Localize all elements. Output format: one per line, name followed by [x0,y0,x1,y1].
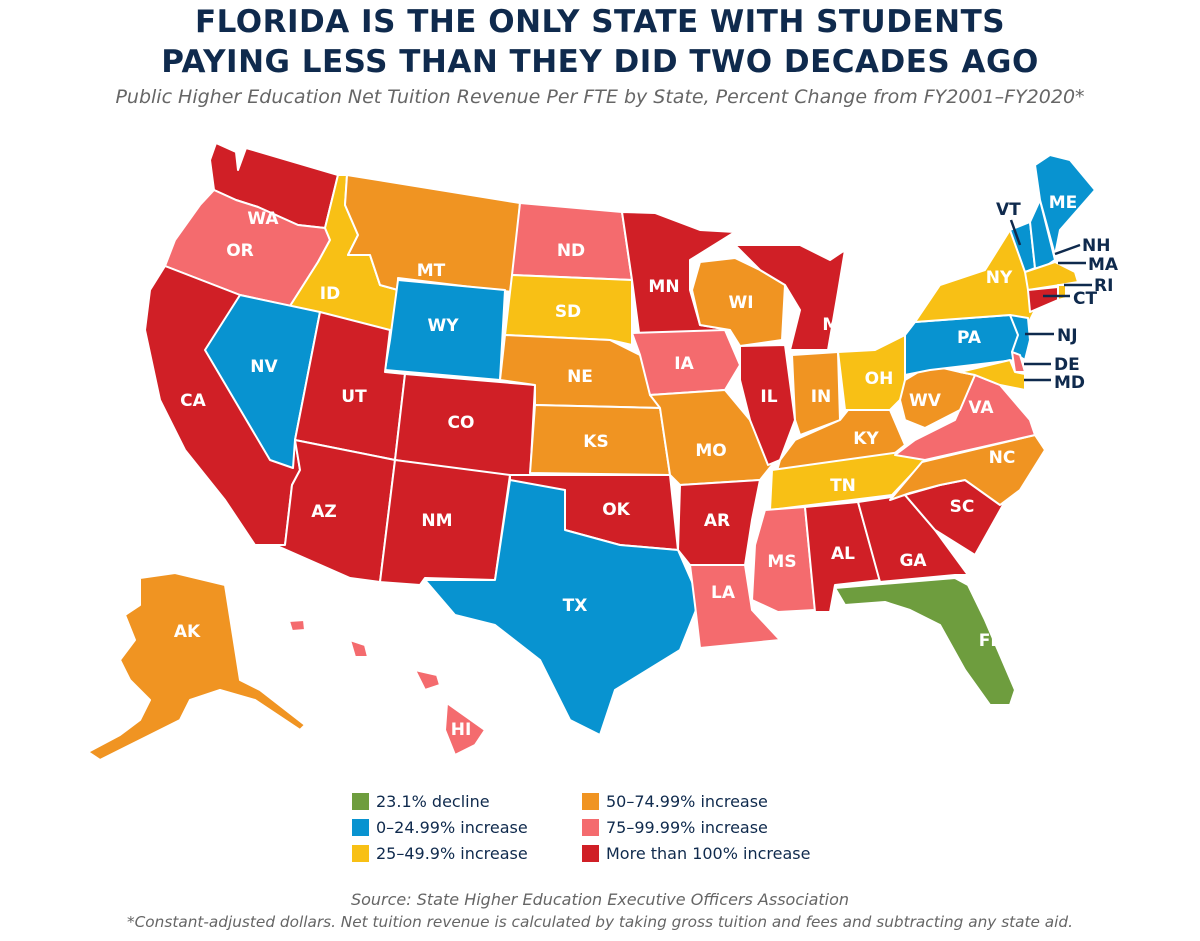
legend-swatch-yellow [352,845,369,862]
label-tx: TX [563,596,588,616]
label-sd: SD [555,302,581,322]
legend-label: 0–24.99% increase [376,818,528,837]
label-nm: NM [421,511,452,531]
label-ny: NY [986,268,1013,288]
label-wi: WI [728,293,753,313]
chart-subtitle: Public Higher Education Net Tuition Reve… [115,86,1085,108]
label-nh: NH [1082,236,1110,256]
state-sd [504,274,633,346]
state-de [1011,351,1026,373]
legend-label: 75–99.99% increase [606,818,768,837]
label-nj: NJ [1057,326,1078,346]
label-tn: TN [830,476,856,496]
label-ri: RI [1094,276,1113,296]
label-ky: KY [853,429,879,449]
label-ca: CA [180,391,206,411]
label-ut: UT [341,387,367,407]
label-al: AL [831,544,855,564]
label-ct: CT [1073,289,1097,309]
label-wy: WY [427,316,459,336]
state-hi-kauai [288,619,306,632]
label-ks: KS [583,432,608,452]
legend-item-0-25: 0–24.99% increase [352,818,528,837]
source-text: Source: State Higher Education Executive… [350,890,850,909]
label-vt: VT [996,200,1021,220]
label-de: DE [1054,355,1080,375]
legend-label: 23.1% decline [376,792,490,811]
legend-swatch-blue [352,819,369,836]
state-mn [621,211,736,341]
label-az: AZ [311,502,336,522]
chart-title: FLORIDA IS THE ONLY STATE WITH STUDENTS … [0,2,1200,82]
label-hi: HI [451,720,472,740]
state-ak [87,572,306,761]
label-id: ID [320,284,340,304]
label-co: CO [448,413,475,433]
label-nd: ND [557,241,585,261]
label-sc: SC [950,497,975,517]
title-line-2: PAYING LESS THAN THEY DID TWO DECADES AG… [161,44,1039,80]
state-nj [1009,314,1031,361]
label-pa: PA [957,328,982,348]
legend-label: More than 100% increase [606,844,811,863]
state-ri [1057,284,1067,301]
legend-label: 50–74.99% increase [606,792,768,811]
label-ga: GA [899,551,927,571]
title-line-1: FLORIDA IS THE ONLY STATE WITH STUDENTS [194,4,1006,40]
legend-swatch-red [582,845,599,862]
legend-swatch-green [352,793,369,810]
label-ak: AK [174,622,201,642]
legend-item-25-50: 25–49.9% increase [352,844,528,863]
label-oh: OH [865,369,894,389]
label-ma: MA [1088,255,1119,275]
label-in: IN [811,387,832,407]
label-fl: FL [979,631,1002,651]
footnote-text: *Constant-adjusted dollars. Net tuition … [126,913,1074,931]
legend-swatch-salmon [582,819,599,836]
legend-item-75-100: 75–99.99% increase [582,818,768,837]
state-hi-oahu [349,639,369,658]
label-va: VA [968,398,994,418]
state-hi-big [444,702,486,756]
label-or: OR [226,241,254,261]
state-il [739,344,796,466]
state-fl [834,577,1016,706]
label-mn: MN [648,277,679,297]
legend-item-decline: 23.1% decline [352,792,490,811]
leader-nh [1054,243,1081,256]
label-mo: MO [695,441,726,461]
label-me: ME [1049,193,1078,213]
legend-item-50-75: 50–74.99% increase [582,792,768,811]
label-ar: AR [704,511,730,531]
state-wi [691,257,786,347]
state-md [959,359,1026,391]
label-ne: NE [567,367,593,387]
state-ct [1027,286,1059,313]
state-hi-maui [414,669,441,691]
legend-item-100-plus: More than 100% increase [582,844,810,863]
state-mi [734,244,846,351]
label-ms: MS [767,552,796,572]
leader-vt [1009,219,1022,246]
label-la: LA [711,583,736,603]
state-wy [384,279,506,381]
label-ia: IA [674,354,694,374]
state-me [1034,154,1096,256]
state-tx [424,479,701,736]
label-wa: WA [247,209,279,229]
legend-swatch-orange [582,793,599,810]
label-nv: NV [250,357,278,377]
label-mt: MT [417,261,446,281]
state-in [791,351,841,436]
label-ok: OK [602,500,630,520]
legend-label: 25–49.9% increase [376,844,528,863]
label-il: IL [760,387,777,407]
label-nc: NC [989,448,1016,468]
label-md: MD [1054,373,1085,393]
label-wv: WV [909,391,942,411]
label-mi: MI [822,315,845,335]
state-la [689,564,781,649]
